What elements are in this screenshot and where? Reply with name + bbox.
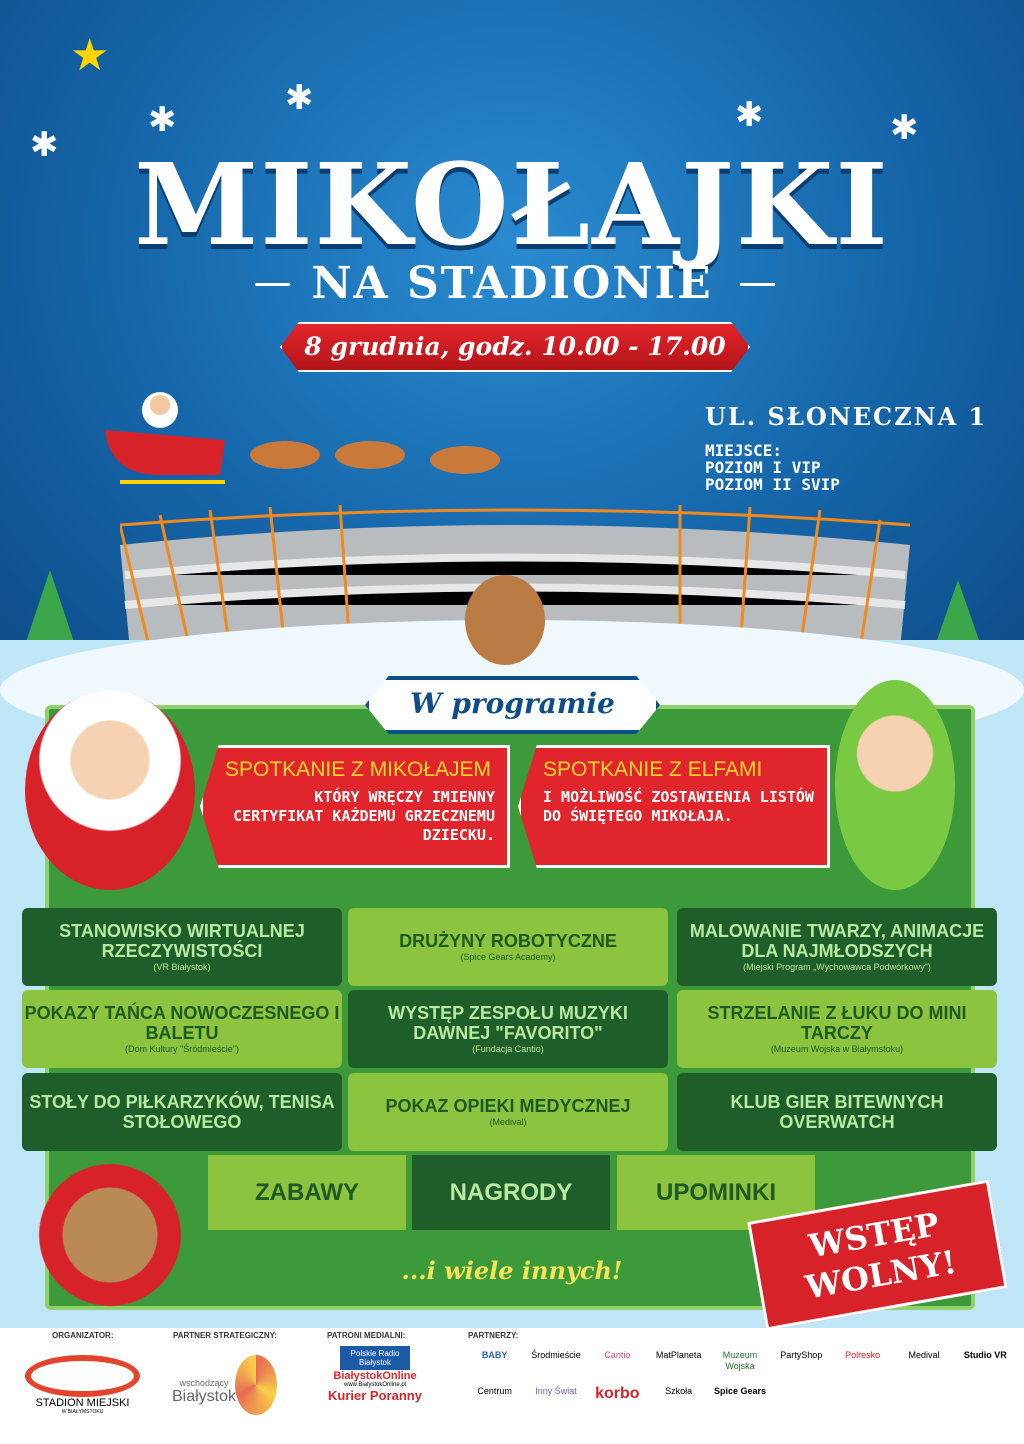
highlight-text: KTÓRY WRĘCZY IMIENNY CERTYFIKAT KAŻDEMU … xyxy=(233,788,495,844)
sunburst-icon xyxy=(235,1355,277,1415)
snowflake-icon: ✱ xyxy=(148,100,177,140)
partner-logo: korbo xyxy=(595,1385,640,1402)
strategic-partner-label: PARTNER STRATEGICZNY: xyxy=(173,1331,277,1340)
santas-illustration xyxy=(20,1160,200,1310)
snowflake-icon: ✱ xyxy=(735,95,764,135)
program-tile: KLUB GIER BITEWNYCH OVERWATCH xyxy=(677,1073,997,1151)
star-icon: ★ xyxy=(70,30,110,81)
tile-subtitle: (Miejski Program „Wychowawca Podwórkowy"… xyxy=(743,962,931,972)
tile-title: WYSTĘP ZESPOŁU MUZYKI DAWNEJ "FAVORITO" xyxy=(388,1003,628,1043)
partner-logo: PartyShop xyxy=(780,1350,823,1360)
partner-logo: Cantio xyxy=(604,1350,631,1360)
program-tile: STRZELANIE Z ŁUKU DO MINI TARCZY (Muzeum … xyxy=(677,990,997,1068)
stadion-logo: STADION MIEJSKI W BIAŁYMSTOKU xyxy=(25,1355,140,1415)
date-banner: 8 grudnia, godz. 10.00 - 17.00 xyxy=(280,322,750,372)
tile-title: STANOWISKO WIRTUALNEJ RZECZYWISTOŚCI xyxy=(59,921,305,961)
partner-logo: Środmieście xyxy=(531,1350,581,1360)
santa-sleigh-illustration xyxy=(105,392,500,484)
kurier-logo: Kurier Poranny xyxy=(328,1388,422,1403)
divider xyxy=(255,283,290,286)
highlight-santa: SPOTKANIE Z MIKOŁAJEM KTÓRY WRĘCZY IMIEN… xyxy=(200,745,510,868)
stadium-logo-icon xyxy=(25,1355,140,1397)
program-tile: MALOWANIE TWARZY, ANIMACJE DLA NAJMŁODSZ… xyxy=(677,908,997,986)
media-logos: Polskie Radio Białystok BiałystokOnline … xyxy=(310,1346,440,1403)
strategic-sub: wschodzący xyxy=(179,1378,229,1388)
program-tile: STANOWISKO WIRTUALNEJ RZECZYWISTOŚCI (VR … xyxy=(22,908,342,986)
program-heading: W programie xyxy=(365,676,660,734)
tile-title: DRUŻYNY ROBOTYCZNE xyxy=(399,931,617,951)
partner-logo: MatPlaneta xyxy=(655,1350,702,1360)
organizer-label: ORGANIZATOR: xyxy=(52,1331,114,1340)
tile-subtitle: (Muzeum Wojska w Białymstoku) xyxy=(770,1044,904,1054)
more-text: ...i wiele innych! xyxy=(401,1256,623,1285)
tile-title: STOŁY DO PIŁKARZYKÓW, TENISA STOŁOWEGO xyxy=(29,1092,335,1132)
divider xyxy=(740,283,775,286)
poster-title: MIKOŁAJKI xyxy=(134,140,890,271)
partner-logo: BABY xyxy=(481,1350,508,1360)
program-tile: WYSTĘP ZESPOŁU MUZYKI DAWNEJ "FAVORITO"(… xyxy=(348,990,668,1068)
program-tile: POKAZ OPIEKI MEDYCZNEJ (Medival) xyxy=(348,1073,668,1151)
partner-logos: BABY Środmieście Cantio MatPlaneta Muzeu… xyxy=(465,1350,1015,1402)
venue-line: POZIOM I VIP xyxy=(705,458,821,477)
partner-logo: Studio VR xyxy=(963,1350,1007,1360)
strategic-name: Białystok xyxy=(172,1388,237,1405)
partner-logo: Muzeum Wojska xyxy=(722,1350,758,1371)
tile-subtitle: (Medival) xyxy=(489,1117,527,1127)
extra-nagrody: NAGRODY xyxy=(412,1155,610,1230)
bialystokonline-logo: BiałystokOnline xyxy=(333,1370,417,1382)
partner-logo: Medival xyxy=(908,1350,940,1360)
radio-logo: Polskie Radio Białystok xyxy=(340,1346,410,1370)
extra-upominki: UPOMINKI xyxy=(617,1155,815,1230)
tile-title: KLUB GIER BITEWNYCH OVERWATCH xyxy=(730,1092,944,1132)
partner-logo: Szkoła xyxy=(665,1386,693,1396)
snowflake-icon: ✱ xyxy=(890,108,919,148)
reindeer-illustration xyxy=(465,575,545,665)
highlight-elves: SPOTKANIE Z ELFAMI I MOŻLIWOŚĆ ZOSTAWIEN… xyxy=(518,745,830,868)
tile-subtitle: (Fundacja Cantio) xyxy=(472,1044,544,1054)
elf-illustration xyxy=(835,680,955,890)
snowflake-icon: ✱ xyxy=(285,78,314,118)
tile-title: MALOWANIE TWARZY, ANIMACJE DLA NAJMŁODSZ… xyxy=(689,921,985,961)
program-tile: POKAZY TAŃCA NOWOCZESNEGO I BALETU (Dom K… xyxy=(22,990,342,1068)
partner-logo: Centrum xyxy=(477,1386,512,1396)
organizer-name: STADION MIEJSKI xyxy=(35,1397,130,1409)
extra-zabawy: ZABAWY xyxy=(208,1155,406,1230)
santa-illustration xyxy=(25,690,195,890)
tile-subtitle: (Dom Kultury "Śródmieście") xyxy=(125,1044,239,1054)
program-tile: STOŁY DO PIŁKARZYKÓW, TENISA STOŁOWEGO xyxy=(22,1073,342,1151)
poster-subtitle: NA STADIONIE xyxy=(311,258,713,309)
tile-title: STRZELANIE Z ŁUKU DO MINI TARCZY xyxy=(707,1003,967,1043)
venue-line: POZIOM II SVIP xyxy=(705,475,840,494)
tile-subtitle: (VR Białystok) xyxy=(153,962,211,972)
media-label: PATRONI MEDIALNI: xyxy=(327,1331,406,1340)
partner-logo: Spice Gears xyxy=(713,1386,766,1396)
sponsors-footer xyxy=(0,1328,1024,1444)
highlight-title: SPOTKANIE Z MIKOŁAJEM xyxy=(225,758,492,781)
address: UL. SŁONECZNA 1 xyxy=(705,402,988,431)
tile-title: POKAZ OPIEKI MEDYCZNEJ xyxy=(385,1096,631,1116)
partner-logo: Inny Świat xyxy=(535,1386,577,1396)
venue-info: MIEJSCE: POZIOM I VIP POZIOM II SVIP xyxy=(705,442,840,493)
tile-title: POKAZY TAŃCA NOWOCZESNEGO I BALETU xyxy=(24,1003,340,1043)
organizer-sub: W BIAŁYMSTOKU xyxy=(61,1409,104,1415)
venue-label: MIEJSCE: xyxy=(705,441,783,460)
partners-label: PARTNERZY: xyxy=(468,1331,519,1340)
bialystok-logo: wschodzący Białystok xyxy=(172,1378,236,1406)
tile-subtitle: (Spice Gears Academy) xyxy=(460,952,556,962)
highlight-title: SPOTKANIE Z ELFAMI xyxy=(543,758,763,781)
snowflake-icon: ✱ xyxy=(30,125,59,165)
program-tile: DRUŻYNY ROBOTYCZNE (Spice Gears Academy) xyxy=(348,908,668,986)
bialystokonline-url: www.BialystokOnline.pl xyxy=(343,1382,407,1388)
highlight-text: I MOŻLIWOŚĆ ZOSTAWIENIA LISTÓW DO ŚWIĘTE… xyxy=(543,788,814,825)
partner-logo: Polresko xyxy=(845,1350,881,1360)
